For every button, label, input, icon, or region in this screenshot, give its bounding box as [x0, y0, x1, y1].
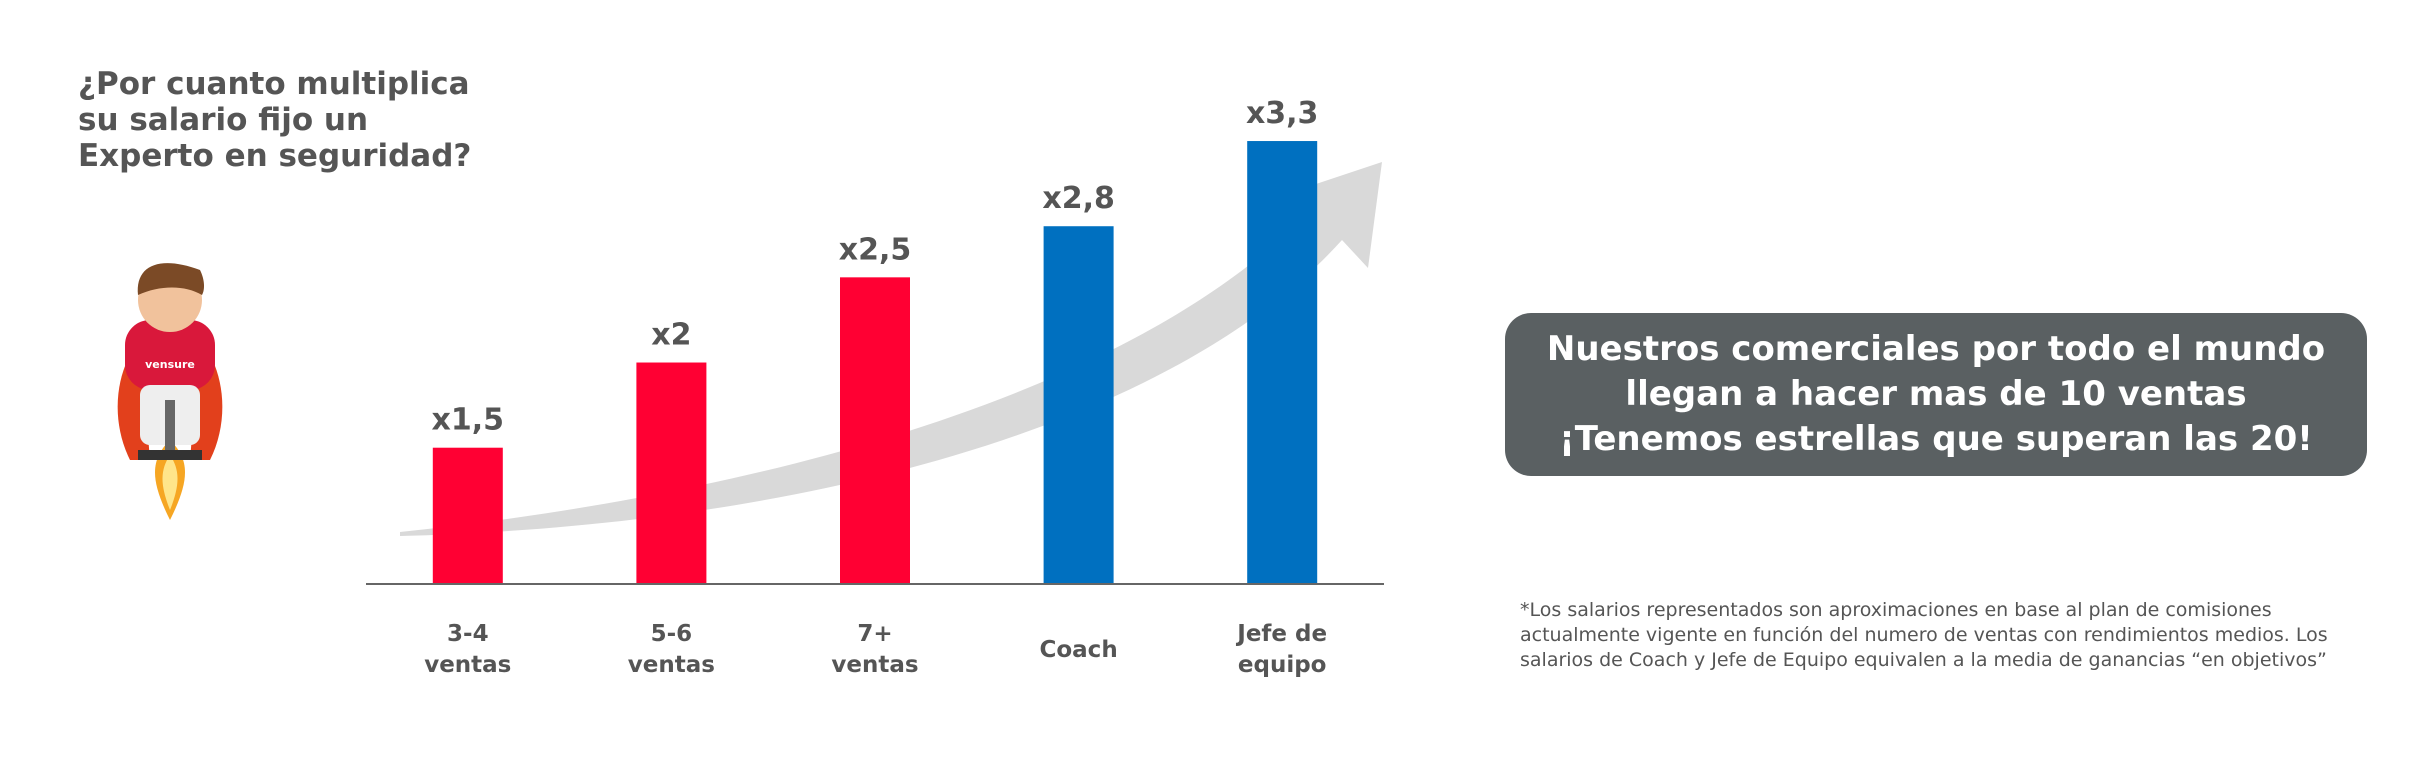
value-label: x2	[651, 318, 691, 353]
value-label: x3,3	[1246, 96, 1319, 131]
x-tick-label: Coach	[1039, 636, 1118, 663]
callout: Nuestros comerciales por todo el mundo l…	[1505, 313, 2367, 476]
footnote: *Los salarios representados son aproxima…	[1520, 599, 2328, 671]
callout-line: ¡Tenemos estrellas que superan las 20!	[1559, 419, 2313, 459]
chart-title: ¿Por cuanto multiplica su salario fijo u…	[78, 66, 472, 174]
value-label: x2,8	[1042, 181, 1115, 216]
bar	[1043, 226, 1114, 584]
value-label: x1,5	[432, 403, 505, 438]
value-label: x2,5	[839, 232, 912, 267]
mascot-label: vensure	[145, 358, 195, 371]
bar	[432, 447, 503, 584]
mascot: vensure	[117, 263, 223, 520]
bar	[840, 277, 910, 584]
x-tick-label: 3-4 ventas	[424, 621, 512, 678]
bar	[1247, 141, 1318, 584]
bar	[636, 362, 707, 584]
callout-line: Nuestros comerciales por todo el mundo l…	[1546, 329, 2326, 414]
x-tick-label: Jefe de equipo	[1237, 621, 1328, 678]
x-tick-label: 7+ ventas	[831, 621, 919, 678]
x-tick-label: 5-6 ventas	[627, 621, 715, 678]
